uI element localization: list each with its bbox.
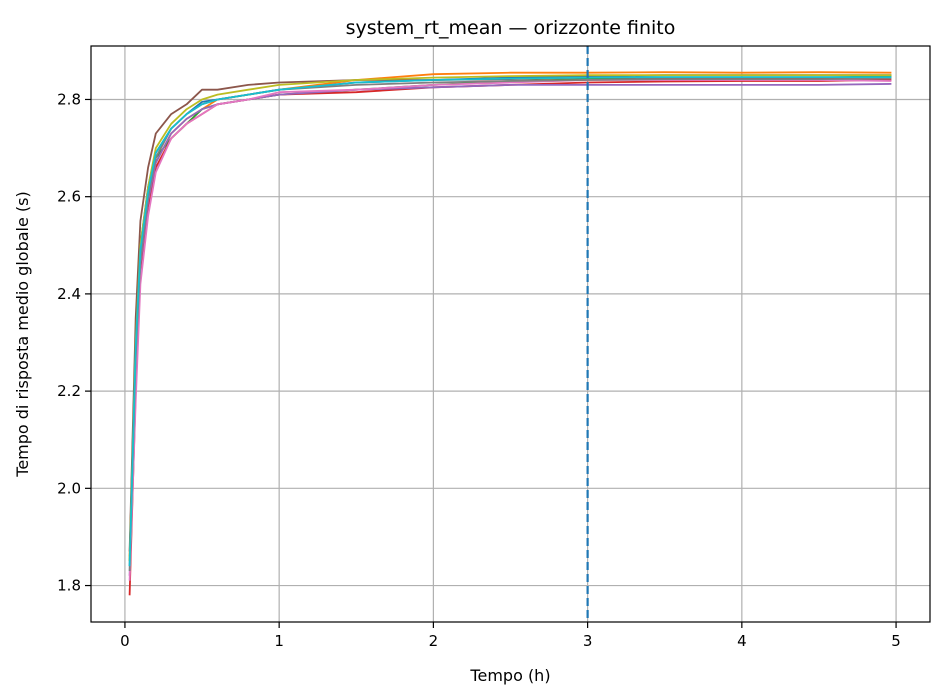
y-axis-label: Tempo di risposta medio globale (s): [13, 191, 32, 477]
x-tick-label: 3: [583, 632, 593, 650]
y-tick-label: 2.8: [57, 90, 81, 108]
y-tick-label: 2.4: [57, 285, 81, 303]
x-tick-label: 1: [274, 632, 284, 650]
x-tick-label: 0: [120, 632, 130, 650]
y-tick-label: 1.8: [57, 577, 81, 595]
series-line-9: [128, 74, 892, 562]
y-tick-label: 2.2: [57, 382, 81, 400]
grid: [91, 46, 930, 622]
plot-frame: [90, 45, 931, 623]
x-axis-label: Tempo (h): [469, 666, 550, 685]
chart-title: system_rt_mean — orizzonte finito: [346, 17, 676, 39]
x-tick-label: 2: [429, 632, 439, 650]
x-tick-label: 5: [891, 632, 901, 650]
y-tick-label: 2.0: [57, 479, 81, 497]
series-group: [128, 71, 892, 596]
series-line-10: [128, 76, 892, 567]
x-ticks: 0 1 2 3 4 5: [120, 622, 901, 650]
y-ticks: 1.8 2.0 2.2 2.4 2.6 2.8: [57, 90, 91, 595]
y-tick-label: 2.6: [57, 188, 81, 206]
x-tick-label: 4: [737, 632, 747, 650]
